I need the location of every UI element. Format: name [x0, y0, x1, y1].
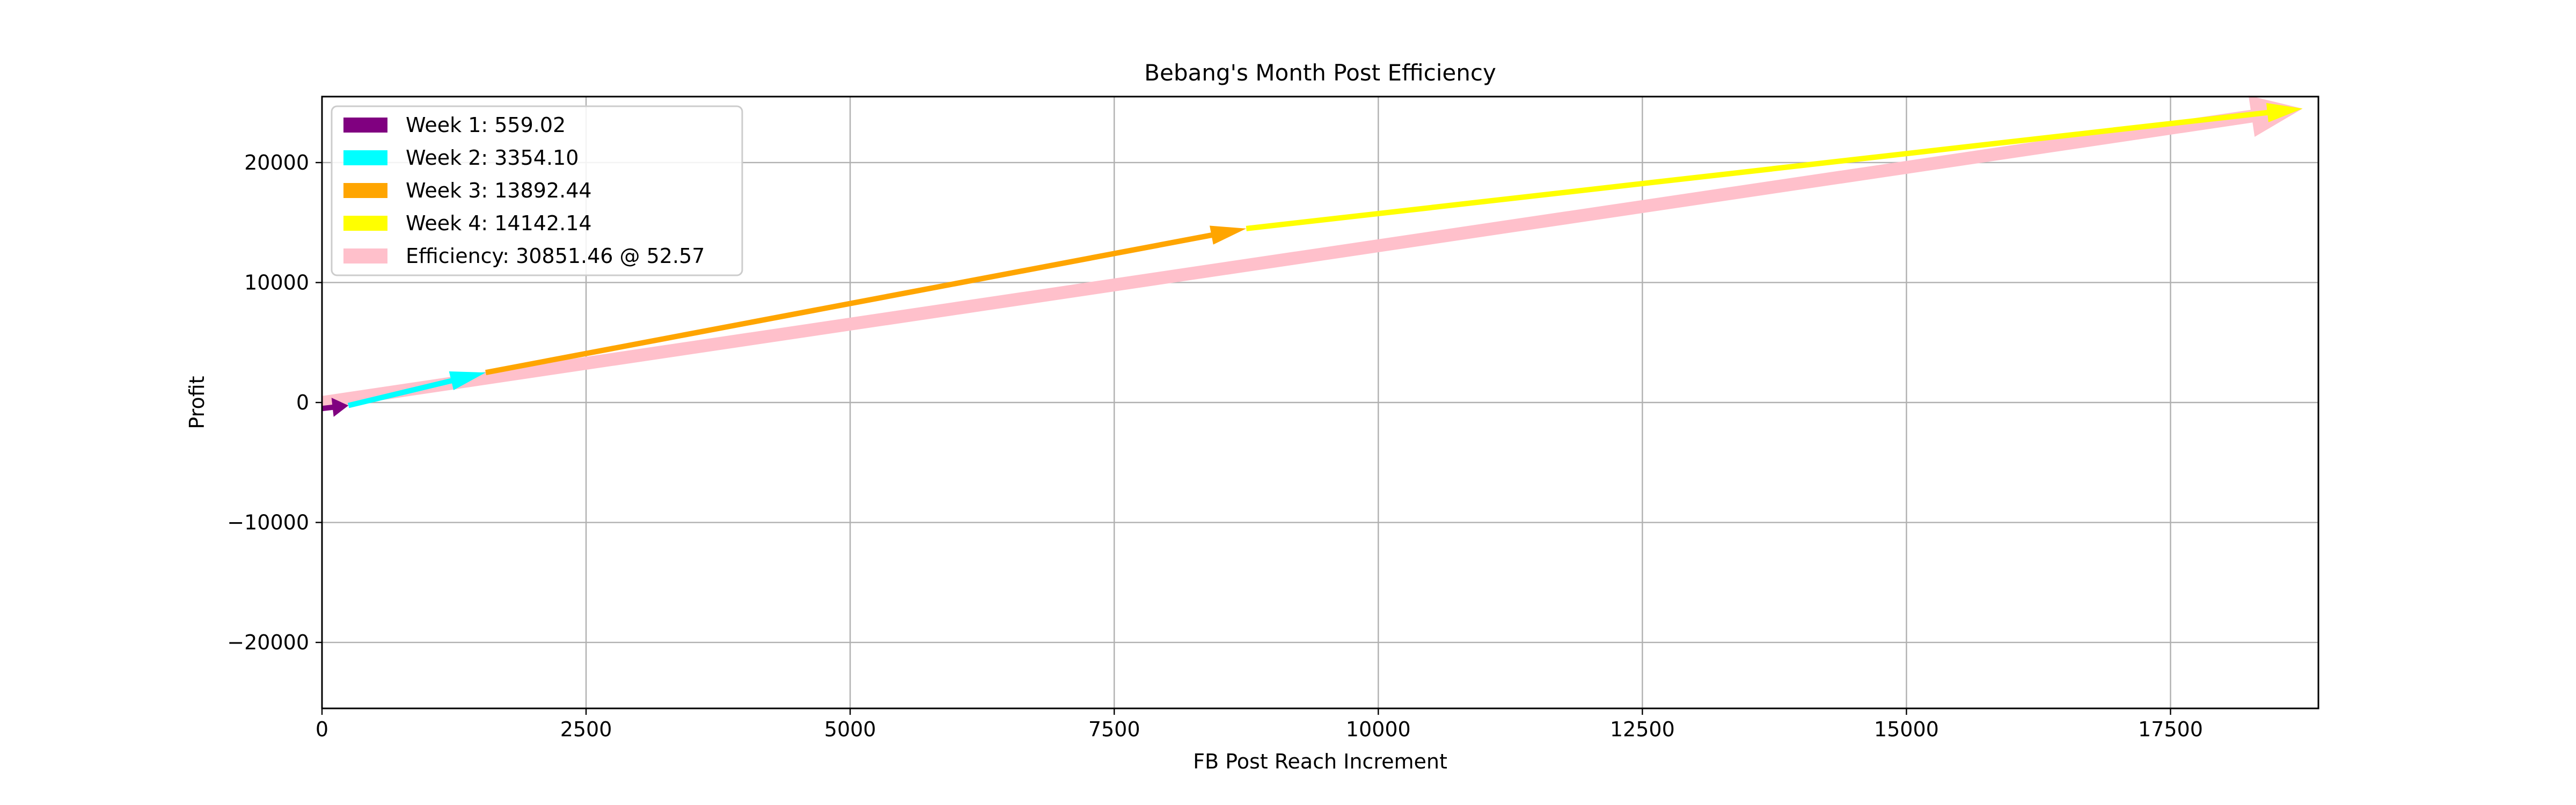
- series-arrow-4: [1246, 103, 2303, 231]
- y-tick-label: 0: [296, 391, 309, 414]
- legend-label: Week 4: 14142.14: [406, 211, 592, 235]
- x-tick-label: 10000: [1346, 718, 1411, 741]
- x-axis-label: FB Post Reach Increment: [1193, 750, 1447, 773]
- legend: Week 1: 559.02 Week 2: 3354.10 Week 3: 138…: [331, 105, 743, 276]
- data-series: [321, 95, 2303, 417]
- grid-lines: [321, 97, 2318, 708]
- y-tick-label: −10000: [227, 511, 309, 535]
- legend-swatch: [343, 216, 387, 231]
- legend-label: Week 3: 13892.44: [406, 179, 592, 202]
- legend-label: Efficiency: 30851.46 @ 52.57: [406, 244, 705, 268]
- x-tick-label: 7500: [1088, 718, 1140, 741]
- x-tick-label: 12500: [1610, 718, 1675, 741]
- series-arrow-2: [348, 371, 486, 408]
- legend-label: Week 2: 3354.10: [406, 146, 579, 170]
- x-tick-label: 5000: [824, 718, 876, 741]
- x-tick-label: 2500: [560, 718, 612, 741]
- legend-box: [331, 105, 743, 276]
- chart-title: Bebang's Month Post Efficiency: [1144, 60, 1496, 86]
- series-arrow-3: [485, 225, 1247, 375]
- legend-swatch: [343, 248, 387, 264]
- series-arrow-1: [321, 398, 349, 417]
- legend-swatch: [343, 150, 387, 165]
- y-axis-label: Profit: [185, 376, 209, 429]
- y-tick-label: −20000: [227, 631, 309, 654]
- legend-entries: Week 1: 559.02 Week 2: 3354.10 Week 3: 138…: [343, 113, 705, 268]
- legend-label: Week 1: 559.02: [406, 113, 566, 137]
- x-tick-label: 17500: [2138, 718, 2203, 741]
- x-tick-label: 15000: [1874, 718, 1939, 741]
- legend-swatch: [343, 183, 387, 198]
- legend-swatch: [343, 118, 387, 133]
- y-tick-label: 10000: [244, 270, 309, 294]
- x-tick-label: 0: [316, 718, 328, 741]
- y-tick-label: 20000: [244, 151, 309, 174]
- axis-ticks: 0 2500 5000 7500 10000 12500 15000 17500 −20000 −…: [227, 151, 2203, 741]
- series-arrow-5: [321, 95, 2303, 409]
